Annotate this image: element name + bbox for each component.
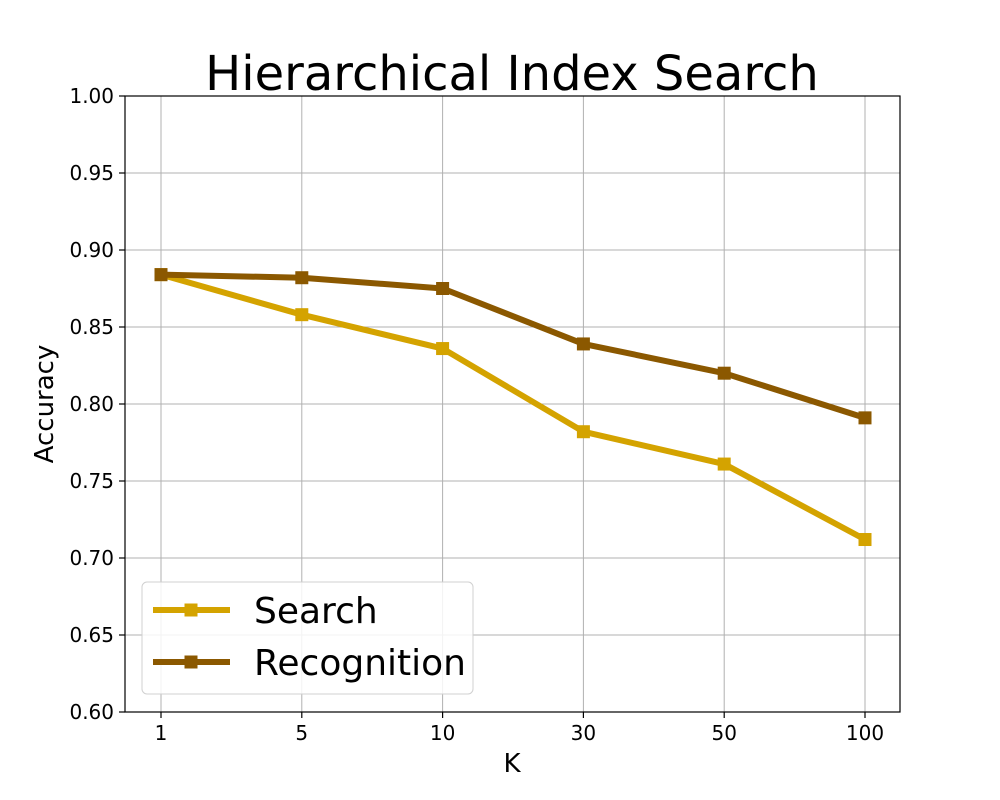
recognition-point bbox=[436, 282, 450, 295]
y-tick-label: 0.60 bbox=[69, 700, 114, 724]
search-point bbox=[717, 457, 731, 471]
y-tick-label: 1.00 bbox=[69, 84, 114, 108]
recognition-series-line bbox=[160, 271, 866, 421]
axis-ticks: 1 5 10 30 50 100 0.60 0.65 0.70 0.75 0.80 0.85 0.90 0… bbox=[69, 84, 884, 745]
recognition-legend-marker bbox=[184, 655, 198, 669]
recognition-legend-label: Recognition bbox=[254, 643, 466, 684]
search-point bbox=[576, 425, 590, 439]
x-tick-label: 5 bbox=[295, 721, 308, 745]
recognition-point bbox=[717, 366, 731, 380]
search-point bbox=[436, 342, 450, 356]
y-tick-label: 0.75 bbox=[69, 469, 114, 493]
search-legend-marker bbox=[184, 603, 198, 617]
search-point bbox=[858, 533, 872, 547]
y-tick-label: 0.90 bbox=[69, 238, 114, 262]
series-group bbox=[154, 268, 872, 547]
x-tick-label: 10 bbox=[430, 721, 455, 745]
x-tick-label: 30 bbox=[571, 721, 596, 745]
search-series-line bbox=[160, 271, 867, 543]
x-tick-label: 50 bbox=[711, 721, 736, 745]
y-tick-label: 0.85 bbox=[69, 315, 114, 339]
y-tick-label: 0.80 bbox=[69, 392, 114, 416]
y-tick-label: 0.65 bbox=[69, 623, 114, 647]
y-tick-label: 0.70 bbox=[69, 546, 114, 570]
chart-title: Hierarchical Index Search bbox=[205, 46, 819, 102]
recognition-point bbox=[858, 411, 872, 425]
search-point bbox=[295, 308, 309, 322]
y-axis-label: Accuracy bbox=[30, 345, 60, 464]
x-axis-label: K bbox=[503, 749, 521, 779]
search-legend-label: Search bbox=[254, 591, 378, 632]
x-tick-label: 1 bbox=[155, 721, 168, 745]
legend: Search Recognition bbox=[141, 581, 474, 695]
recognition-point bbox=[295, 271, 309, 285]
x-tick-label: 100 bbox=[846, 721, 884, 745]
y-tick-label: 0.95 bbox=[69, 161, 114, 185]
recognition-point bbox=[576, 337, 590, 351]
recognition-point bbox=[154, 268, 168, 282]
grid-lines bbox=[125, 95, 900, 713]
